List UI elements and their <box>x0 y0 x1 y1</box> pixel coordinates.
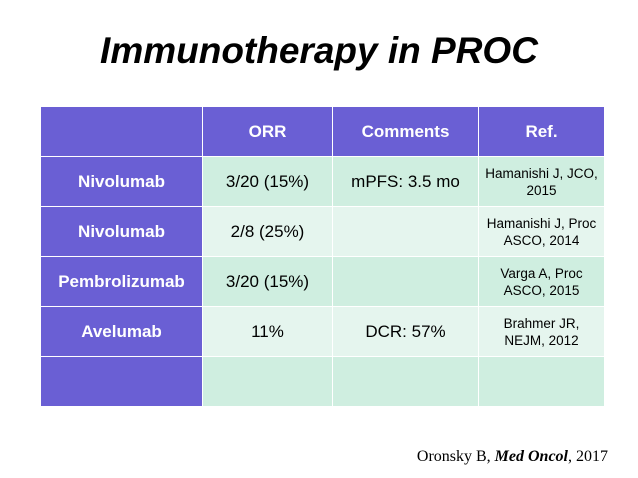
orr-cell: 11% <box>202 306 333 357</box>
comments-cell <box>332 206 479 257</box>
ref-cell: Brahmer JR, NEJM, 2012 <box>478 306 605 357</box>
orr-cell: 3/20 (15%) <box>202 156 333 207</box>
comments-cell: DCR: 57% <box>332 306 479 357</box>
table-row <box>40 356 605 407</box>
header-cell-ref: Ref. <box>478 106 605 157</box>
comments-cell: mPFS: 3.5 mo <box>332 156 479 207</box>
table-row: Avelumab 11% DCR: 57% Brahmer JR, NEJM, … <box>40 306 605 357</box>
drug-cell: Pembrolizumab <box>40 256 203 307</box>
drug-cell: Nivolumab <box>40 156 203 207</box>
trials-table: ORR Comments Ref. Nivolumab 3/20 (15%) m… <box>40 106 605 407</box>
table-row: Nivolumab 3/20 (15%) mPFS: 3.5 mo Hamani… <box>40 156 605 207</box>
comments-cell <box>332 356 479 407</box>
drug-cell: Nivolumab <box>40 206 203 257</box>
table-row: Pembrolizumab 3/20 (15%) Varga A, Proc A… <box>40 256 605 307</box>
table-header-row: ORR Comments Ref. <box>40 106 605 157</box>
table-row: Nivolumab 2/8 (25%) Hamanishi J, Proc AS… <box>40 206 605 257</box>
orr-cell: 3/20 (15%) <box>202 256 333 307</box>
citation-journal: Med Oncol <box>494 448 568 465</box>
ref-cell: Hamanishi J, JCO, 2015 <box>478 156 605 207</box>
header-cell-orr: ORR <box>202 106 333 157</box>
ref-cell: Hamanishi J, Proc ASCO, 2014 <box>478 206 605 257</box>
drug-cell <box>40 356 203 407</box>
header-cell-empty <box>40 106 203 157</box>
header-cell-comments: Comments <box>332 106 479 157</box>
citation-year: , 2017 <box>568 448 608 465</box>
ref-cell: Varga A, Proc ASCO, 2015 <box>478 256 605 307</box>
citation: Oronsky B, Med Oncol, 2017 <box>417 448 608 466</box>
comments-cell <box>332 256 479 307</box>
citation-authors: Oronsky B, <box>416 448 491 465</box>
orr-cell <box>202 356 333 407</box>
orr-cell: 2/8 (25%) <box>202 206 333 257</box>
ref-cell <box>478 356 605 407</box>
slide-title: Immunotherapy in PROC <box>100 30 538 71</box>
drug-cell: Avelumab <box>40 306 203 357</box>
